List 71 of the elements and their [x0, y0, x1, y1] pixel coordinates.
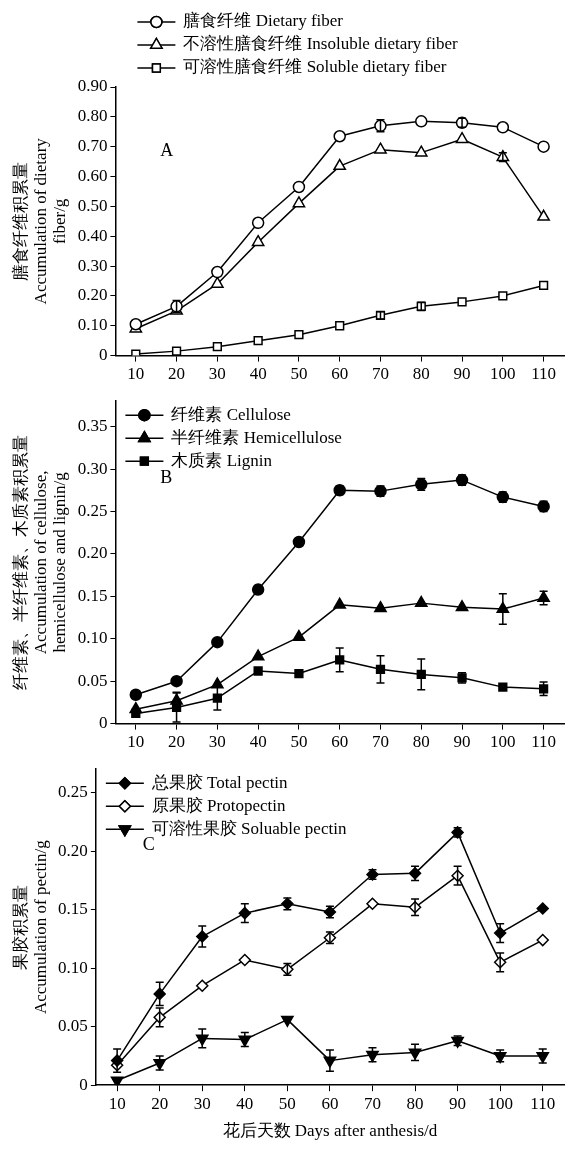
y-tick-label: 0: [98, 713, 108, 733]
x-tick-label: 60: [331, 732, 349, 752]
y-axis-title: 纤维素、半纤维素、木质素积累量 Accumulation of cellulose, hemicellulose and lignin/g: [11, 434, 70, 690]
x-tick-label: 70: [371, 364, 389, 384]
x-tick-label: 40: [249, 364, 267, 384]
x-tick-label: 70: [363, 1093, 381, 1113]
x-tick-label: 20: [168, 364, 186, 384]
y-tick-label: 0.35: [77, 416, 108, 436]
legend-label: 总果胶 Total pectin: [150, 772, 289, 792]
x-tick-label: 30: [208, 732, 226, 752]
x-tick-label: 60: [321, 1093, 339, 1113]
x-tick-label: 90: [449, 1093, 467, 1113]
legend-label: 原果胶 Protopectin: [151, 795, 286, 815]
y-tick-label: 0.15: [77, 585, 108, 605]
x-tick-label: 40: [236, 1093, 254, 1113]
legend-label: 木质素 Lignin: [171, 450, 273, 470]
y-axis-title: 果胶积累量 Accumulation of pectin/g: [11, 839, 50, 1015]
x-tick-label: 100: [490, 364, 516, 384]
x-tick-label: 100: [490, 732, 516, 752]
x-tick-label: 80: [412, 364, 430, 384]
y-tick-label: 0.30: [77, 458, 108, 478]
x-tick-label: 110: [531, 364, 557, 384]
x-tick-label: 40: [249, 732, 267, 752]
legend-label: 半纤维素 Hemicellulose: [171, 427, 342, 447]
y-tick-label: 0.80: [77, 106, 108, 126]
x-tick-label: 110: [531, 732, 557, 752]
legend-label: 膳食纤维 Dietary fiber: [183, 11, 344, 31]
x-tick-label: 50: [278, 1093, 296, 1113]
x-tick-label: 30: [208, 364, 226, 384]
x-tick-label: 10: [127, 732, 145, 752]
y-tick-label: 0.25: [58, 782, 88, 802]
legend-label: 可溶性膳食纤维 Soluble dietary fiber: [183, 57, 447, 77]
y-tick-label: 0.10: [58, 957, 88, 977]
y-tick-label: 0.30: [77, 255, 108, 275]
x-tick-label: 50: [290, 364, 308, 384]
y-tick-label: 0: [79, 1074, 88, 1094]
x-tick-label: 100: [487, 1093, 513, 1113]
annotation: A: [160, 140, 174, 161]
x-tick-label: 80: [406, 1093, 424, 1113]
legend-label: 不溶性膳食纤维 Insoluble dietary fiber: [183, 34, 459, 54]
legend-label: 纤维素 Cellulose: [171, 404, 291, 424]
y-tick-label: 0.10: [77, 628, 108, 648]
x-tick-label: 90: [453, 732, 471, 752]
annotation: B: [160, 467, 173, 488]
x-tick-label: 30: [193, 1093, 211, 1113]
x-tick-label: 110: [530, 1093, 556, 1113]
x-tick-label: 50: [290, 732, 308, 752]
x-axis-title: 花后天数 Days after anthesis/d: [222, 1121, 438, 1141]
x-tick-label: 60: [331, 364, 349, 384]
x-tick-label: 20: [151, 1093, 169, 1113]
y-tick-label: 0.20: [58, 840, 88, 860]
y-tick-label: 0.15: [58, 899, 88, 919]
y-tick-label: 0.10: [77, 315, 108, 335]
y-tick-label: 0.20: [77, 543, 108, 563]
y-tick-label: 0.90: [77, 76, 108, 96]
y-tick-label: 0.70: [77, 136, 108, 156]
y-tick-label: 0.20: [77, 285, 108, 305]
y-tick-label: 0.05: [77, 670, 108, 690]
x-tick-label: 10: [108, 1093, 126, 1113]
y-tick-label: 0.50: [77, 195, 108, 215]
x-tick-label: 80: [412, 732, 430, 752]
y-tick-label: 0: [98, 345, 108, 365]
x-tick-label: 10: [127, 364, 145, 384]
y-tick-label: 0.40: [77, 225, 108, 245]
x-tick-label: 20: [168, 732, 186, 752]
x-tick-label: 70: [371, 732, 389, 752]
y-tick-label: 0.60: [77, 166, 108, 185]
y-axis-title: 膳食纤维积累量 Accumulation of dietary fiber/g: [11, 137, 70, 305]
x-tick-label: 90: [453, 364, 471, 384]
y-tick-label: 0.25: [77, 500, 108, 520]
y-tick-label: 0.05: [58, 1016, 88, 1036]
